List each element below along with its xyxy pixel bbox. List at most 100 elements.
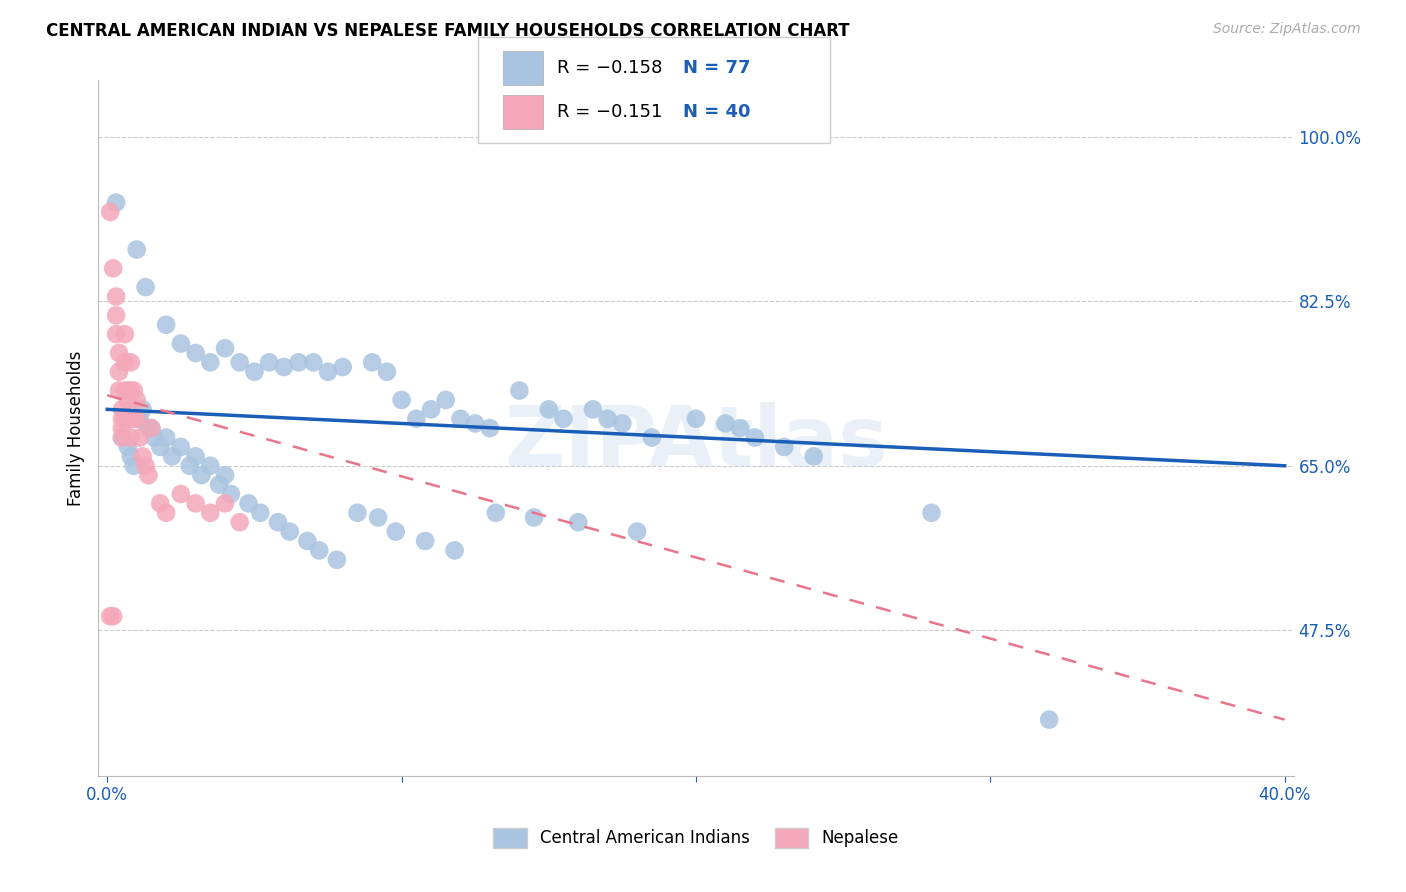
Legend: Central American Indians, Nepalese: Central American Indians, Nepalese <box>486 821 905 855</box>
Point <box>267 515 290 529</box>
Point <box>170 440 193 454</box>
Point <box>200 458 222 473</box>
Point <box>179 458 201 473</box>
Point <box>149 440 172 454</box>
Point <box>214 468 236 483</box>
Point <box>122 384 145 398</box>
Point <box>728 421 751 435</box>
Point <box>114 411 136 425</box>
Point <box>184 450 207 464</box>
Point <box>101 261 124 276</box>
Point <box>128 411 150 425</box>
Point <box>105 195 128 210</box>
Point <box>464 417 486 431</box>
Point <box>122 411 145 425</box>
Text: ZIPAtlas: ZIPAtlas <box>503 401 889 483</box>
Point <box>131 450 153 464</box>
Point <box>405 411 427 425</box>
Point <box>612 417 634 431</box>
Point <box>114 384 136 398</box>
Point <box>108 365 131 379</box>
Point <box>170 336 193 351</box>
Point <box>596 411 619 425</box>
Point <box>111 402 134 417</box>
Point <box>243 365 266 379</box>
Point <box>155 318 177 332</box>
Point <box>120 355 142 369</box>
Point <box>101 609 124 624</box>
Point <box>287 355 309 369</box>
Point <box>316 365 339 379</box>
Point <box>485 506 508 520</box>
Text: N = 77: N = 77 <box>683 59 751 77</box>
Point <box>125 411 148 425</box>
Point <box>141 421 163 435</box>
Point <box>141 421 163 435</box>
Point <box>125 392 148 407</box>
Point <box>117 440 139 454</box>
Point <box>214 496 236 510</box>
Point <box>443 543 465 558</box>
Point <box>214 341 236 355</box>
Point <box>184 346 207 360</box>
Point <box>228 515 250 529</box>
Point <box>134 458 156 473</box>
Point <box>375 365 398 379</box>
Text: Source: ZipAtlas.com: Source: ZipAtlas.com <box>1213 22 1361 37</box>
Point <box>567 515 589 529</box>
Text: R = −0.151: R = −0.151 <box>557 103 662 121</box>
Point <box>117 392 139 407</box>
Point <box>420 402 443 417</box>
Point <box>125 411 148 425</box>
Point <box>523 510 546 524</box>
Point <box>131 402 153 417</box>
Point <box>384 524 406 539</box>
Point <box>278 524 301 539</box>
Point <box>478 421 501 435</box>
Point <box>138 468 160 483</box>
Point <box>641 431 664 445</box>
Point <box>302 355 325 369</box>
Point <box>920 506 942 520</box>
Text: N = 40: N = 40 <box>683 103 751 121</box>
Point <box>184 496 207 510</box>
Point <box>111 421 134 435</box>
Point <box>134 280 156 294</box>
Point <box>249 506 271 520</box>
Point <box>413 533 436 548</box>
Point <box>111 411 134 425</box>
Point <box>143 431 166 445</box>
Point <box>138 421 160 435</box>
Point <box>228 355 250 369</box>
Point <box>108 384 131 398</box>
Point <box>170 487 193 501</box>
Point <box>537 402 560 417</box>
Point <box>155 506 177 520</box>
Point <box>122 458 145 473</box>
Point <box>1038 713 1060 727</box>
Point <box>744 431 766 445</box>
Y-axis label: Family Households: Family Households <box>66 351 84 506</box>
Point <box>160 450 183 464</box>
Text: CENTRAL AMERICAN INDIAN VS NEPALESE FAMILY HOUSEHOLDS CORRELATION CHART: CENTRAL AMERICAN INDIAN VS NEPALESE FAMI… <box>46 22 851 40</box>
Point <box>128 431 150 445</box>
Point <box>117 411 139 425</box>
Point <box>332 359 354 374</box>
Point <box>297 533 319 548</box>
Point <box>98 205 121 219</box>
Point <box>553 411 575 425</box>
Point <box>149 496 172 510</box>
Point <box>105 309 128 323</box>
Point <box>155 431 177 445</box>
Point <box>105 327 128 342</box>
Point <box>114 327 136 342</box>
Point <box>108 346 131 360</box>
Point <box>626 524 648 539</box>
Point <box>120 384 142 398</box>
Point <box>508 384 530 398</box>
Point <box>219 487 242 501</box>
Point <box>434 392 457 407</box>
Point <box>367 510 389 524</box>
Point <box>208 477 231 491</box>
Text: R = −0.158: R = −0.158 <box>557 59 662 77</box>
